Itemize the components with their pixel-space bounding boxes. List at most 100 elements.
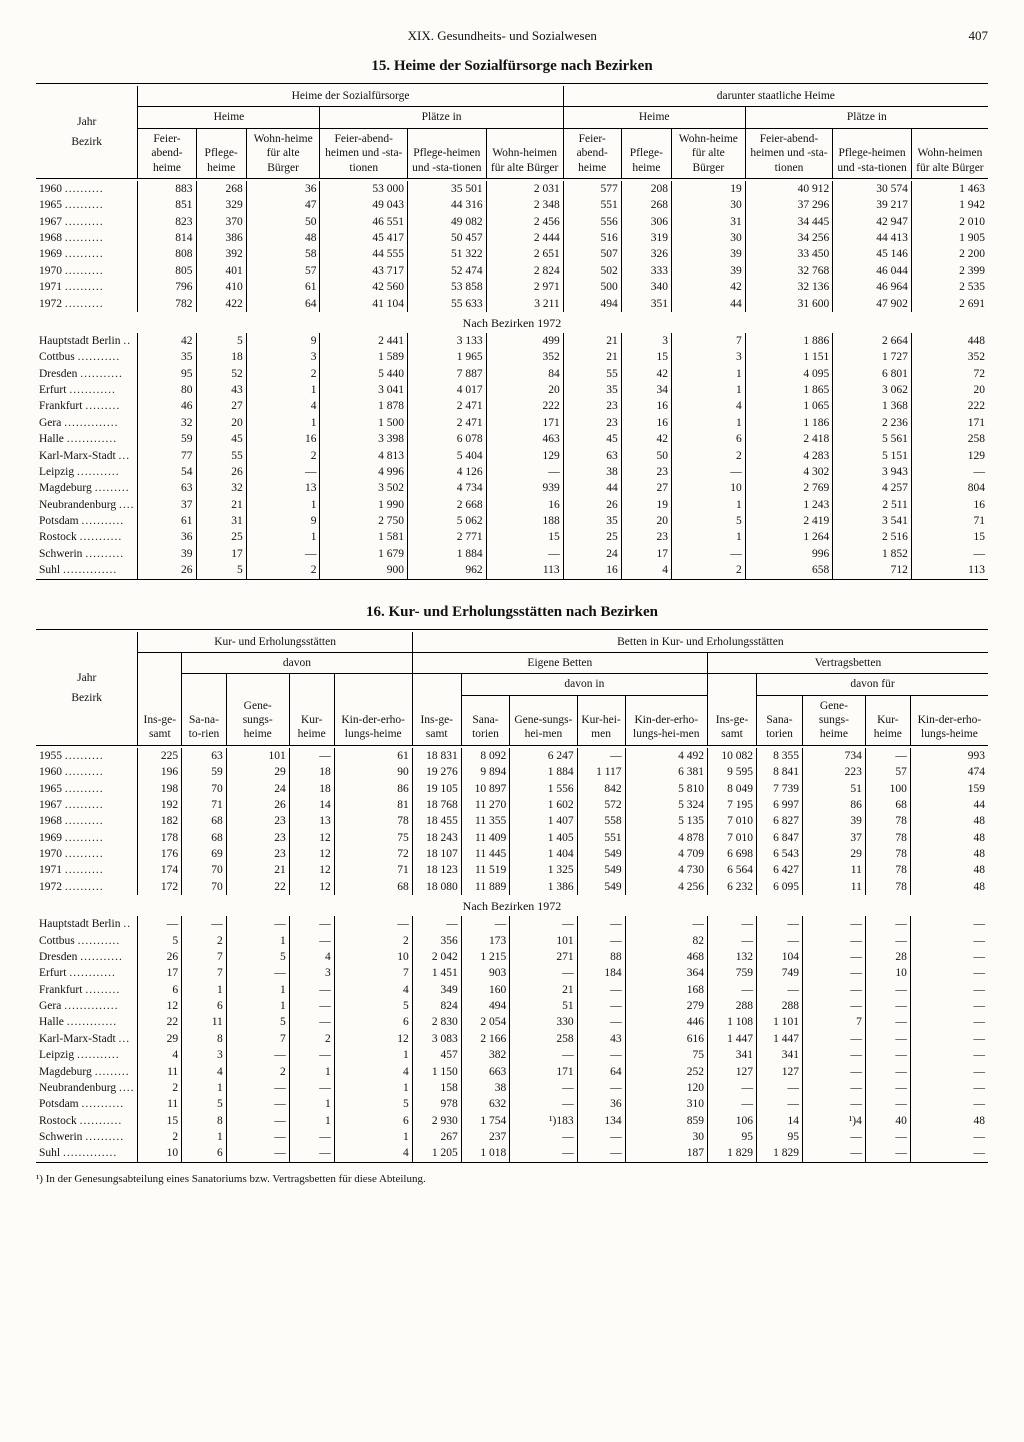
t15-col-7: Pflege-heime xyxy=(621,128,671,178)
cell: 5 404 xyxy=(408,448,487,464)
cell: 26 xyxy=(563,497,621,513)
cell: — xyxy=(910,1080,988,1096)
t15-col-8: Wohn-heime für alte Bürger xyxy=(672,128,746,178)
cell: — xyxy=(510,1129,577,1145)
cell: 10 xyxy=(865,965,910,981)
cell: 1 990 xyxy=(320,497,408,513)
t16-mid: Nach Bezirken 1972 xyxy=(36,895,988,916)
cell: 3 062 xyxy=(833,382,912,398)
cell: 63 xyxy=(563,448,621,464)
cell: — xyxy=(865,1145,910,1162)
row-label: Neubrandenburg .... xyxy=(36,1080,138,1096)
t16-mid1: davon xyxy=(182,652,413,673)
cell: 1 965 xyxy=(408,349,487,365)
table-row: Cottbus ...........351831 5891 965352211… xyxy=(36,349,988,365)
cell: 3 xyxy=(621,333,671,349)
cell: 106 xyxy=(707,1113,756,1129)
cell: 3 xyxy=(289,965,334,981)
cell: — xyxy=(226,1047,289,1063)
row-label: Karl-Marx-Stadt ... xyxy=(36,448,138,464)
table-row: Leipzig ...........43——1457382——75341341… xyxy=(36,1047,988,1063)
cell: 90 xyxy=(334,764,412,780)
cell: 734 xyxy=(802,748,865,764)
row-label: Frankfurt ......... xyxy=(36,398,138,414)
cell: 1 xyxy=(246,529,320,545)
cell: 30 xyxy=(672,230,746,246)
cell: 39 xyxy=(138,546,196,562)
cell: 159 xyxy=(910,781,988,797)
cell: 7 xyxy=(182,965,227,981)
t15-col-2: Wohn-heime für alte Bürger xyxy=(246,128,320,178)
cell: — xyxy=(672,546,746,562)
table-row: 1965 ..........8513294749 04344 3162 348… xyxy=(36,197,988,213)
cell: 577 xyxy=(563,181,621,197)
cell: 134 xyxy=(577,1113,625,1129)
cell: 34 xyxy=(621,382,671,398)
cell: — xyxy=(911,546,988,562)
cell: 70 xyxy=(182,862,227,878)
cell: 352 xyxy=(486,349,563,365)
cell: 5 810 xyxy=(625,781,707,797)
cell: — xyxy=(577,1145,625,1162)
cell: 104 xyxy=(757,949,803,965)
cell: 993 xyxy=(910,748,988,764)
cell: 78 xyxy=(865,862,910,878)
table-row: Leipzig ...........5426—4 9964 126—3823—… xyxy=(36,464,988,480)
cell: 392 xyxy=(196,246,246,262)
cell: 36 xyxy=(577,1096,625,1112)
cell: 20 xyxy=(196,415,246,431)
cell: 24 xyxy=(563,546,621,562)
cell: 184 xyxy=(577,965,625,981)
t16-c13: Kur-heime xyxy=(865,695,910,745)
cell: 4 878 xyxy=(625,830,707,846)
t15-mid: Nach Bezirken 1972 xyxy=(36,312,988,333)
cell: 15 xyxy=(486,529,563,545)
cell: — xyxy=(289,748,334,764)
cell: 174 xyxy=(138,862,182,878)
cell: 5 xyxy=(196,333,246,349)
cell: 759 xyxy=(707,965,756,981)
table16: Jahr Bezirk Kur- und Erholungsstätten Be… xyxy=(36,629,988,1165)
cell: 6 801 xyxy=(833,366,912,382)
cell: 77 xyxy=(138,448,196,464)
cell: 549 xyxy=(577,862,625,878)
cell: 474 xyxy=(910,764,988,780)
t15-col-3: Feier-abend-heimen und -sta-tionen xyxy=(320,128,408,178)
cell: 39 xyxy=(672,246,746,262)
cell: 500 xyxy=(563,279,621,295)
cell: 25 xyxy=(563,529,621,545)
cell: 42 xyxy=(138,333,196,349)
cell: 29 xyxy=(226,764,289,780)
cell: 10 xyxy=(672,480,746,496)
row-label: Gera .............. xyxy=(36,415,138,431)
t16-c2: Gene-sungs-heime xyxy=(226,674,289,746)
t15-col-6: Feier-abend-heime xyxy=(563,128,621,178)
cell: 39 xyxy=(802,813,865,829)
cell: 81 xyxy=(334,797,412,813)
cell: 4 095 xyxy=(745,366,833,382)
cell: — xyxy=(757,982,803,998)
cell: — xyxy=(226,1129,289,1145)
cell: 333 xyxy=(621,263,671,279)
cell: 50 xyxy=(621,448,671,464)
table-row: Frankfurt .........462741 8782 471222231… xyxy=(36,398,988,414)
cell: 3 398 xyxy=(320,431,408,447)
cell: 382 xyxy=(461,1047,509,1063)
cell: 4 xyxy=(289,949,334,965)
cell: 12 xyxy=(289,846,334,862)
cell: 2 xyxy=(246,448,320,464)
cell: 1 404 xyxy=(510,846,577,862)
cell: 7 xyxy=(182,949,227,965)
t16-c1: Sa-na-to-rien xyxy=(182,674,227,746)
cell: 42 947 xyxy=(833,214,912,230)
cell: 100 xyxy=(865,781,910,797)
cell: 823 xyxy=(138,214,196,230)
cell: 2 031 xyxy=(486,181,563,197)
cell: 187 xyxy=(625,1145,707,1162)
cell: 502 xyxy=(563,263,621,279)
row-label: 1968 .......... xyxy=(36,230,138,246)
cell: 8 355 xyxy=(757,748,803,764)
cell: 12 xyxy=(289,879,334,895)
cell: 16 xyxy=(486,497,563,513)
cell: 5 xyxy=(138,933,182,949)
